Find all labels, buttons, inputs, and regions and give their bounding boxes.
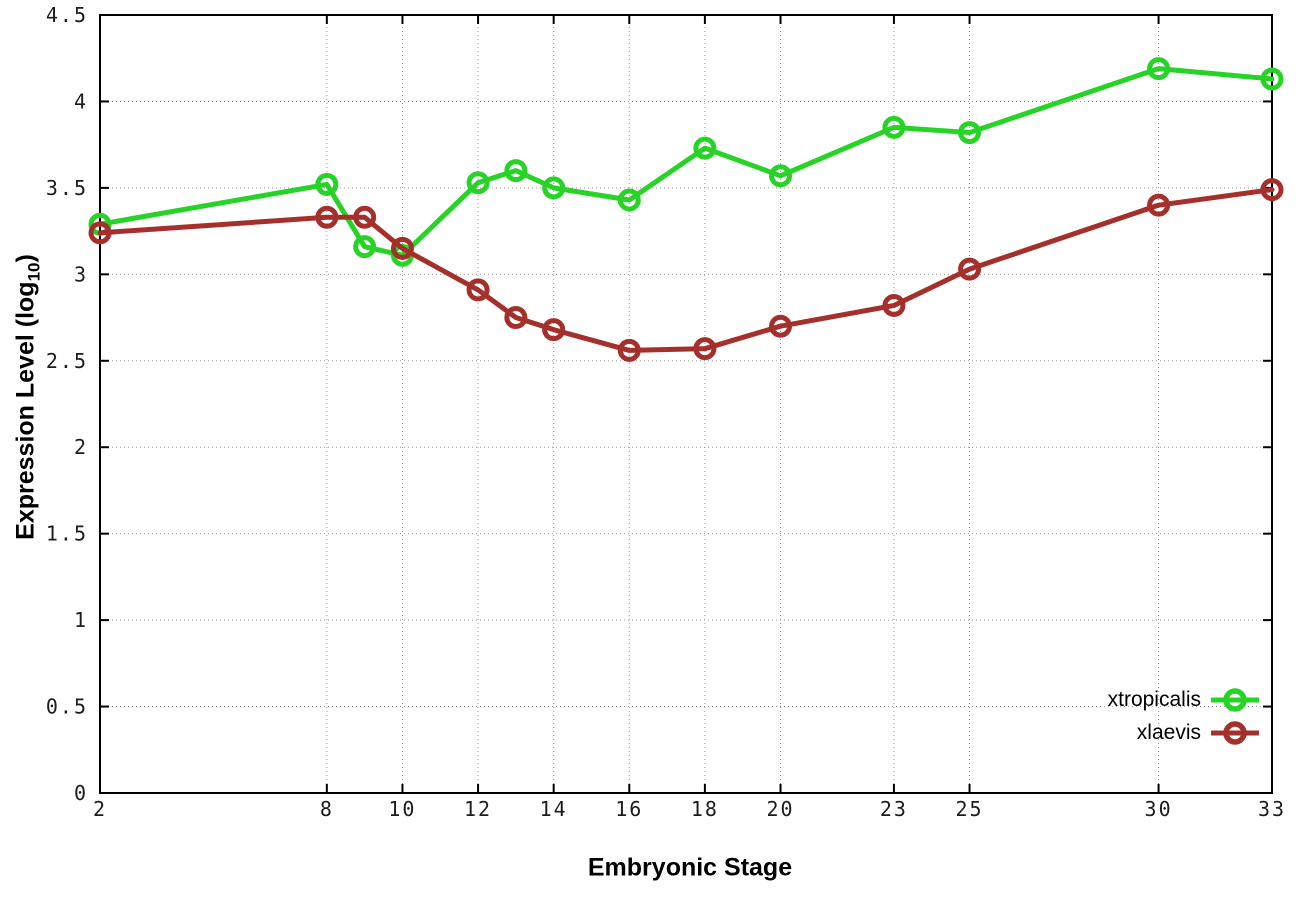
x-tick-label: 14: [540, 797, 568, 821]
y-tick-label: 2.5: [46, 349, 88, 373]
legend-sample-line-icon: [1211, 720, 1259, 745]
data-point-xlaevis: [958, 257, 982, 281]
data-point-xlaevis: [1147, 193, 1171, 217]
y-tick-label: 3.5: [46, 176, 88, 200]
x-tick-label: 18: [691, 797, 719, 821]
data-point-xtropicalis: [882, 115, 906, 139]
data-point-xlaevis: [617, 338, 641, 362]
data-point-xtropicalis: [617, 188, 641, 212]
data-point-xlaevis: [769, 314, 793, 338]
x-axis-title: Embryonic Stage: [587, 853, 793, 882]
x-tick-label: 20: [766, 797, 794, 821]
data-point-xtropicalis: [542, 176, 566, 200]
data-point-xlaevis: [466, 278, 490, 302]
data-point-xtropicalis: [958, 121, 982, 145]
y-tick-label: 3: [74, 262, 88, 286]
legend-label-xtropicalis: xtropicalis: [1107, 687, 1201, 711]
x-tick-label: 10: [388, 797, 416, 821]
y-tick-label: 1: [74, 608, 88, 632]
y-tick-label: 4: [74, 89, 88, 113]
data-point-xlaevis: [315, 205, 339, 229]
data-point-xtropicalis: [693, 136, 717, 160]
y-tick-label: 2: [74, 435, 88, 459]
x-tick-label: 25: [956, 797, 984, 821]
data-point-xlaevis: [88, 221, 112, 245]
data-point-xtropicalis: [466, 171, 490, 195]
y-tick-label: 0: [74, 781, 88, 805]
x-tick-label: 12: [464, 797, 492, 821]
data-point-xlaevis: [542, 318, 566, 342]
x-tick-label: 8: [320, 797, 334, 821]
data-point-xlaevis: [882, 293, 906, 317]
x-tick-label: 16: [615, 797, 643, 821]
data-point-xlaevis: [353, 205, 377, 229]
legend: xtropicalis xlaevis: [1108, 683, 1260, 749]
y-axis-title-text: Expression Level (log: [11, 281, 40, 540]
data-point-xtropicalis: [1260, 67, 1284, 91]
y-tick-label: 1.5: [46, 522, 88, 546]
data-point-xlaevis: [390, 236, 414, 260]
y-axis-title-close: ): [11, 254, 40, 263]
series-line-xlaevis: [97, 187, 1275, 353]
plot-area: [99, 14, 1273, 794]
legend-sample-line-icon: [1211, 687, 1259, 712]
data-point-xlaevis: [504, 306, 528, 330]
y-tick-label: 4.5: [46, 3, 88, 27]
data-point-xtropicalis: [769, 164, 793, 188]
legend-item-xlaevis: xlaevis: [1137, 716, 1260, 749]
y-tick-label: 0.5: [46, 695, 88, 719]
legend-label-xlaevis: xlaevis: [1136, 720, 1201, 744]
x-tick-label: 2: [93, 797, 107, 821]
x-tick-label: 23: [880, 797, 908, 821]
data-point-xtropicalis: [1147, 57, 1171, 81]
x-tick-label: 30: [1145, 797, 1173, 821]
legend-item-xtropicalis: xtropicalis: [1108, 683, 1260, 716]
data-point-xtropicalis: [504, 159, 528, 183]
data-point-xtropicalis: [353, 235, 377, 259]
y-axis-title-subscript: 10: [24, 262, 44, 282]
data-point-xlaevis: [1260, 178, 1284, 202]
data-point-xlaevis: [693, 337, 717, 361]
series-line-xtropicalis: [97, 66, 1275, 258]
x-tick-label: 33: [1258, 797, 1286, 821]
y-axis-title: Expression Level (log10): [12, 254, 45, 540]
data-point-xtropicalis: [315, 172, 339, 196]
